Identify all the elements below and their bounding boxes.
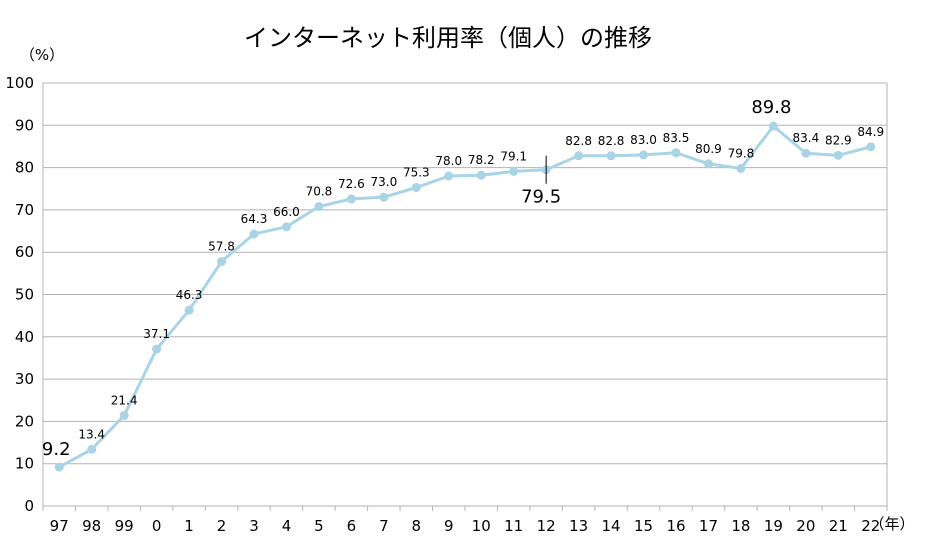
x-tick-label: 20 <box>796 517 815 535</box>
x-unit-label: （年） <box>869 515 914 533</box>
data-label: 83.4 <box>792 131 819 145</box>
y-tick-label: 20 <box>15 412 34 430</box>
y-tick-labels: 0 10 20 30 40 50 60 70 80 90 100 <box>5 74 34 515</box>
data-label: 82.8 <box>598 134 625 148</box>
x-tick-label: 3 <box>249 517 259 535</box>
data-label: 37.1 <box>143 327 170 341</box>
x-tick-label: 12 <box>537 517 556 535</box>
y-tick-label: 40 <box>15 328 34 346</box>
y-tick-label: 10 <box>15 455 34 473</box>
x-tick-label: 4 <box>282 517 292 535</box>
data-point <box>639 150 649 160</box>
y-tick-label: 30 <box>15 370 34 388</box>
data-label: 83.5 <box>663 131 690 145</box>
data-label: 89.8 <box>751 97 791 118</box>
data-point <box>866 142 876 152</box>
data-point <box>379 192 389 202</box>
series-layer <box>54 121 876 472</box>
y-unit-label: （%） <box>20 46 64 64</box>
y-tick-label: 0 <box>24 497 34 515</box>
x-tick-label: 6 <box>347 517 357 535</box>
x-tick-label: 16 <box>666 517 685 535</box>
x-tick-label: 0 <box>152 517 162 535</box>
data-point <box>249 229 259 239</box>
data-label: 79.1 <box>500 149 527 163</box>
data-label: 57.8 <box>208 240 235 254</box>
data-point <box>833 150 843 160</box>
x-tick-label: 18 <box>731 517 750 535</box>
data-label: 21.4 <box>111 393 138 407</box>
y-tick-label: 80 <box>15 159 34 177</box>
data-point <box>281 222 291 232</box>
chart-title: インターネット利用率（個人）の推移 <box>244 24 652 52</box>
data-label: 70.8 <box>306 185 333 199</box>
gridlines <box>43 82 887 465</box>
data-point <box>314 202 324 212</box>
x-tick-label: 99 <box>115 517 134 535</box>
data-label: 79.5 <box>521 187 561 208</box>
x-tick-label: 22 <box>861 517 880 535</box>
x-tick-label: 5 <box>314 517 324 535</box>
x-tick-label: 17 <box>699 517 718 535</box>
data-point <box>217 257 227 267</box>
x-tick-label: 14 <box>602 517 621 535</box>
data-point <box>87 444 97 454</box>
data-point <box>476 170 486 180</box>
data-label: 9.2 <box>42 439 71 460</box>
x-tick-label: 11 <box>504 517 523 535</box>
x-tick-label: 98 <box>82 517 101 535</box>
x-tick-label: 2 <box>217 517 227 535</box>
y-tick-label: 50 <box>15 286 34 304</box>
data-point <box>152 344 162 354</box>
x-tick-label: 8 <box>412 517 422 535</box>
data-point <box>346 194 356 204</box>
data-label: 13.4 <box>78 427 105 441</box>
data-point <box>768 121 778 131</box>
data-label: 73.0 <box>370 175 397 189</box>
y-tick-label: 100 <box>5 74 34 92</box>
x-tick-label: 10 <box>472 517 491 535</box>
x-tick-labels: 97 98 99 0 1 2 3 4 5 6 7 8 9 10 11 12 13 14 15 16 17 18 19 20 21… <box>50 517 881 535</box>
data-label: 82.8 <box>565 134 592 148</box>
data-point <box>736 163 746 173</box>
data-label: 83.0 <box>630 133 657 147</box>
data-point <box>411 182 421 192</box>
series-line <box>58 124 872 469</box>
data-point <box>119 410 129 420</box>
data-label: 66.0 <box>273 205 300 219</box>
x-tick-label: 1 <box>184 517 194 535</box>
x-tick-label: 13 <box>569 517 588 535</box>
data-point <box>703 159 713 169</box>
data-label: 78.0 <box>435 154 462 168</box>
y-tick-label: 60 <box>15 243 34 261</box>
y-tick-label: 90 <box>15 116 34 134</box>
data-label: 78.2 <box>468 153 495 167</box>
x-tick-label: 21 <box>829 517 848 535</box>
data-point <box>801 148 811 158</box>
data-label: 84.9 <box>857 125 884 139</box>
data-point <box>671 148 681 158</box>
x-tick-label: 7 <box>379 517 389 535</box>
axes <box>42 83 888 511</box>
data-point <box>574 151 584 161</box>
data-label: 75.3 <box>403 165 430 179</box>
data-label: 46.3 <box>176 288 203 302</box>
data-point <box>509 166 519 176</box>
y-tick-label: 70 <box>15 201 34 219</box>
data-label: 64.3 <box>241 212 268 226</box>
data-point <box>606 151 616 161</box>
x-tick-label: 19 <box>764 517 783 535</box>
x-tick-label: 97 <box>50 517 69 535</box>
x-tick-label: 15 <box>634 517 653 535</box>
data-label: 79.8 <box>728 146 755 160</box>
x-tick-label: 9 <box>444 517 454 535</box>
data-labels: 9.2 13.4 21.4 37.1 46.3 57.8 64.3 66.0 70.8 72.6 7… <box>42 97 884 460</box>
data-point <box>184 305 194 315</box>
data-point <box>54 462 64 472</box>
data-label: 72.6 <box>338 177 365 191</box>
data-label: 80.9 <box>695 142 722 156</box>
data-point <box>444 171 454 181</box>
data-label: 82.9 <box>825 133 852 147</box>
